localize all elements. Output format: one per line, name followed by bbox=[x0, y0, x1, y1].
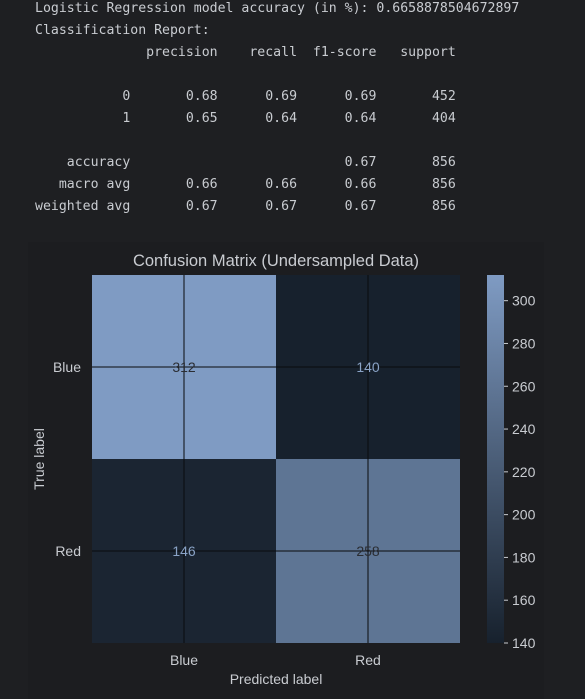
colorbar-tick-label: 280 bbox=[512, 335, 536, 351]
cell-value-label: 258 bbox=[356, 543, 380, 559]
console-line-accuracy-row: accuracy 0.67 856 bbox=[35, 155, 456, 170]
console-line-weighted-avg: weighted avg 0.67 0.67 0.67 856 bbox=[35, 199, 456, 214]
colorbar-tick-label: 140 bbox=[512, 635, 536, 651]
colorbar-tick-label: 180 bbox=[512, 549, 536, 565]
cell-value-label: 312 bbox=[172, 359, 196, 375]
heatmap-labels: 312 140 146 258 Blue Red Blue Red bbox=[53, 359, 381, 668]
x-tick-label-blue: Blue bbox=[170, 652, 198, 668]
console-line-report-header: precision recall f1-score support bbox=[35, 45, 456, 60]
console-line-report-title: Classification Report: bbox=[35, 23, 210, 38]
heatmap-grid bbox=[92, 275, 460, 643]
console-line-accuracy: Logistic Regression model accuracy (in %… bbox=[35, 1, 520, 16]
colorbar-tick-label: 260 bbox=[512, 378, 536, 394]
console-line-macro-avg: macro avg 0.66 0.66 0.66 856 bbox=[35, 177, 456, 192]
x-tick-label-red: Red bbox=[355, 652, 381, 668]
console-output: Logistic Regression model accuracy (in %… bbox=[35, 0, 519, 214]
colorbar-tick-label: 160 bbox=[512, 592, 536, 608]
x-axis-label: Predicted label bbox=[230, 671, 323, 687]
console-line-class-0: 0 0.68 0.69 0.69 452 bbox=[35, 89, 456, 104]
heatmap-cells bbox=[92, 275, 460, 643]
colorbar-tick-label: 220 bbox=[512, 464, 536, 480]
y-axis-label: True label bbox=[31, 428, 47, 490]
y-tick-label-blue: Blue bbox=[53, 359, 81, 375]
y-tick-label-red: Red bbox=[55, 543, 81, 559]
colorbar-tick-label: 200 bbox=[512, 507, 536, 523]
colorbar-tick-label: 240 bbox=[512, 421, 536, 437]
colorbar-gradient bbox=[487, 275, 504, 643]
chart-title: Confusion Matrix (Undersampled Data) bbox=[133, 252, 419, 270]
console-line-class-1: 1 0.65 0.64 0.64 404 bbox=[35, 111, 456, 126]
colorbar: 300 280 260 240 220 200 180 160 140 bbox=[487, 275, 536, 651]
cell-value-label: 140 bbox=[356, 359, 380, 375]
colorbar-tick-label: 300 bbox=[512, 293, 536, 309]
cell-value-label: 146 bbox=[172, 543, 196, 559]
